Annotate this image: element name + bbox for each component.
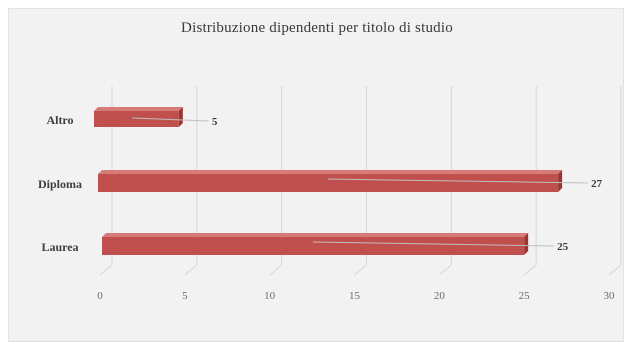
bar-top-face bbox=[94, 107, 183, 111]
bar-top-face bbox=[102, 233, 529, 237]
bar-end-face bbox=[558, 170, 563, 192]
leader-line bbox=[132, 117, 209, 122]
x-tick-label: 5 bbox=[182, 290, 188, 302]
data-label: 27 bbox=[591, 178, 603, 190]
bar-top-face bbox=[98, 170, 563, 174]
gridline-floor bbox=[439, 264, 452, 276]
leader-line bbox=[328, 178, 589, 184]
chart-title: Distribuzione dipendenti per titolo di s… bbox=[181, 20, 453, 36]
data-label: 5 bbox=[212, 116, 218, 128]
x-tick-label: 25 bbox=[519, 290, 531, 302]
category-label: Diploma bbox=[38, 177, 82, 191]
gridline-floor bbox=[269, 264, 282, 276]
category-label: Laurea bbox=[41, 240, 78, 254]
labels: 0 5 10 15 20 25 30 5 Altro 27 Diploma 25 Laurea bbox=[38, 113, 615, 302]
data-label: 25 bbox=[557, 241, 569, 253]
gridline-floor bbox=[608, 264, 622, 276]
bar-diploma bbox=[98, 174, 559, 192]
gridline-floor bbox=[523, 264, 537, 276]
category-label: Altro bbox=[46, 113, 73, 127]
x-tick-label: 15 bbox=[349, 290, 361, 302]
x-tick-label: 30 bbox=[604, 290, 616, 302]
gridline-floor bbox=[184, 264, 198, 276]
bars bbox=[94, 107, 563, 255]
x-tick-label: 20 bbox=[434, 290, 446, 302]
bar-laurea bbox=[102, 237, 525, 255]
leader-line bbox=[313, 241, 555, 247]
bar-end-face bbox=[178, 107, 183, 127]
x-tick-label: 0 bbox=[97, 290, 103, 302]
gridline-floor bbox=[354, 264, 367, 276]
bar-end-face bbox=[524, 233, 529, 255]
bar-altro bbox=[94, 111, 179, 127]
gridline-floor bbox=[99, 264, 113, 276]
x-tick-label: 10 bbox=[264, 290, 276, 302]
